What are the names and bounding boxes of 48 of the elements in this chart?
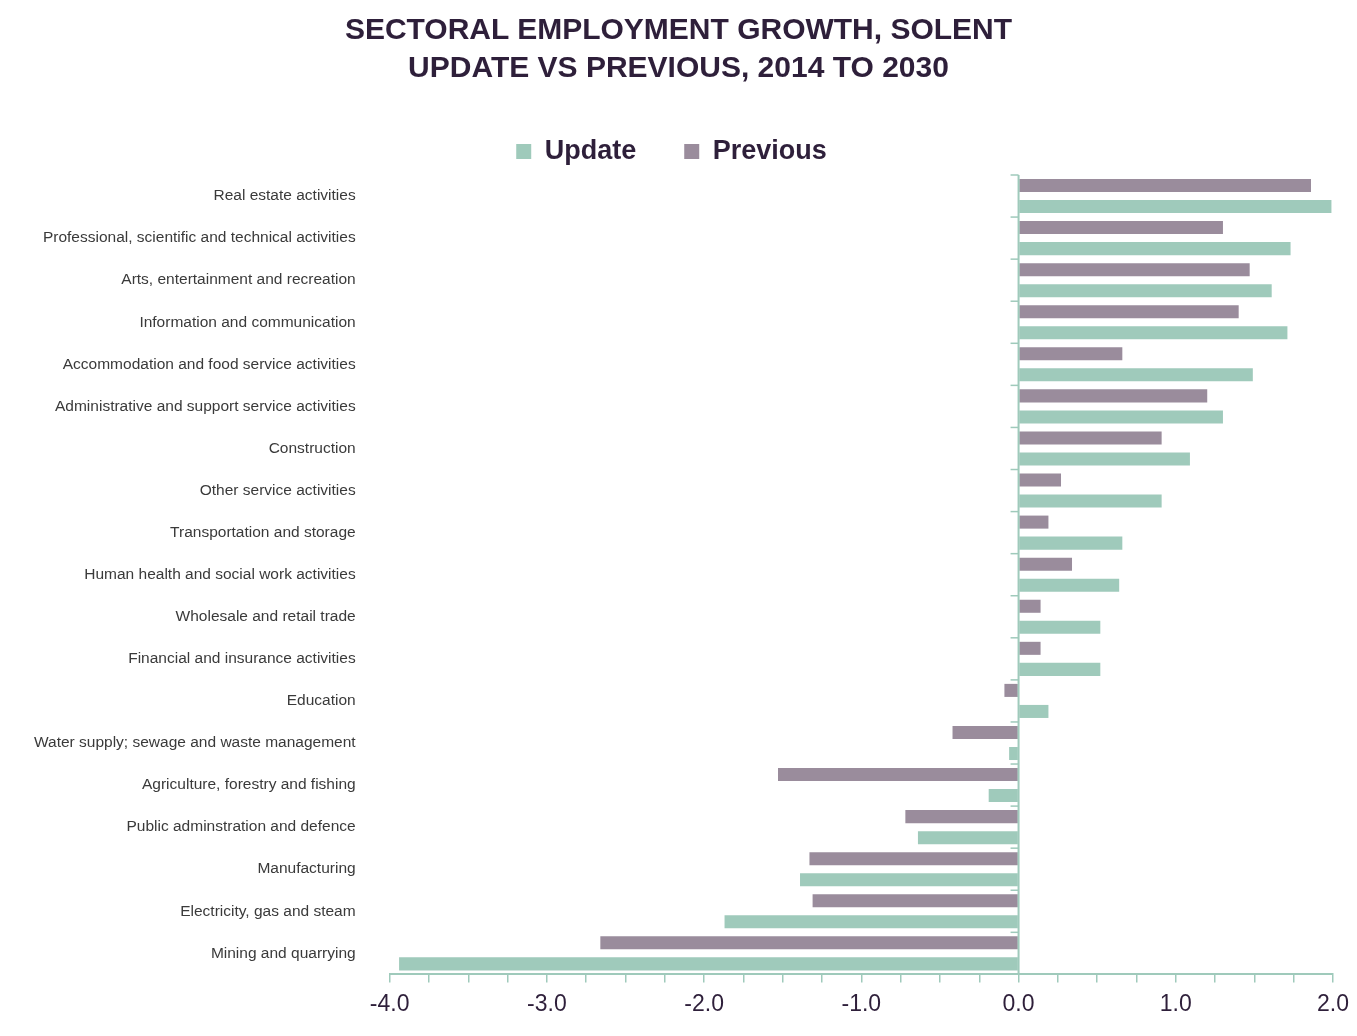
y-tick-label: Transportation and storage	[170, 522, 356, 540]
bar	[1019, 263, 1250, 277]
bar	[1019, 473, 1062, 487]
y-tick-label: Administrative and support service activities	[55, 396, 356, 414]
bar	[1019, 305, 1239, 319]
x-tick-label: 2.0	[1317, 989, 1350, 1016]
y-tick-label: Professional, scientific and technical activities	[42, 228, 356, 246]
bar	[809, 852, 1018, 866]
bar	[1004, 683, 1018, 697]
y-tick-label: Water supply; sewage and waste management	[34, 733, 357, 751]
y-tick-label: Real estate activities	[213, 186, 356, 204]
bar	[1019, 431, 1162, 445]
legend-label: Previous	[712, 134, 827, 165]
x-tick-label: -1.0	[841, 989, 882, 1016]
y-tick-label: Manufacturing	[257, 859, 356, 877]
y-tick-label: Financial and insurance activities	[128, 649, 356, 667]
y-tick-label: Mining and quarrying	[210, 943, 356, 961]
y-tick-label: Wholesale and retail trade	[175, 607, 356, 625]
x-tick-label: 1.0	[1159, 989, 1192, 1016]
y-tick-label: Other service activities	[199, 480, 356, 498]
bar	[1019, 221, 1223, 235]
y-tick-label: Information and communication	[139, 312, 356, 330]
y-tick-label: Human health and social work activities	[84, 564, 356, 582]
bar	[1019, 389, 1208, 403]
x-tick-label: -4.0	[369, 989, 410, 1016]
bar	[1019, 557, 1073, 571]
bar	[600, 936, 1018, 950]
y-tick-label: Agriculture, forestry and fishing	[142, 775, 356, 793]
legend-label: Update	[544, 134, 637, 165]
x-tick-label: 0.0	[1002, 989, 1035, 1016]
chart-title: SECTORAL EMPLOYMENT GROWTH, SOLENT UPDATE VS PREVIOUS, 2014 TO 2030	[343, 11, 1014, 85]
bar	[778, 768, 1018, 782]
bar	[1019, 515, 1049, 529]
x-tick-label: -3.0	[527, 989, 567, 1016]
y-tick-label: Public adminstration and defence	[126, 817, 356, 835]
y-tick-label: Construction	[268, 438, 356, 456]
bar	[812, 894, 1018, 908]
y-tick-label: Accommodation and food service activities	[62, 354, 356, 372]
y-tick-label: Education	[286, 691, 356, 709]
bar	[952, 725, 1018, 739]
bar	[905, 810, 1018, 824]
y-tick-label: Arts, entertainment and recreation	[121, 270, 356, 288]
bar	[1019, 347, 1123, 361]
x-tick-label: -2.0	[684, 989, 724, 1016]
y-tick-label: Electricity, gas and steam	[180, 901, 356, 919]
bar	[1019, 599, 1041, 613]
bar	[1019, 179, 1311, 193]
bar	[1019, 641, 1041, 655]
